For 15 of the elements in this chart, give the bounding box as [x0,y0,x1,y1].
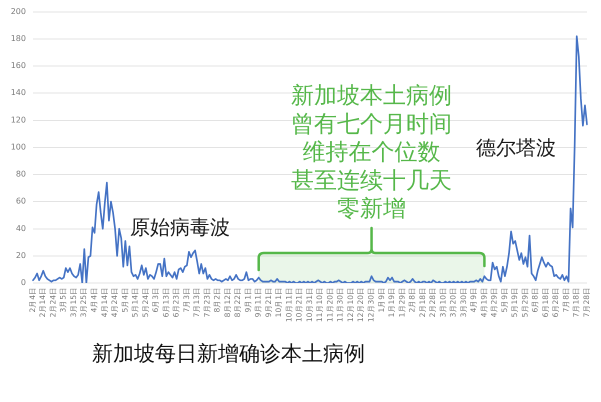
y-tick-label: 100 [10,142,26,152]
y-tick-label: 0 [20,278,26,288]
y-tick-label: 40 [16,224,26,233]
annotation: 原始病毒波 [130,214,230,239]
text: 新加坡每日新增确诊本土病例 [92,341,365,366]
band-label: 新加坡本土病例曾有七个月时间维持在个位数甚至连续十几天零新增 [291,83,452,222]
y-tick-label: 140 [10,88,26,98]
y-tick-label: 60 [16,196,26,206]
y-tick-label: 200 [10,6,26,16]
y-tick-label: 20 [16,250,26,260]
y-tick-label: 180 [10,34,26,43]
y-tick-label: 80 [16,170,26,179]
y-tick-label: 120 [10,115,26,124]
y-tick-label: 160 [10,61,26,70]
annotation: 德尔塔波 [476,136,556,160]
